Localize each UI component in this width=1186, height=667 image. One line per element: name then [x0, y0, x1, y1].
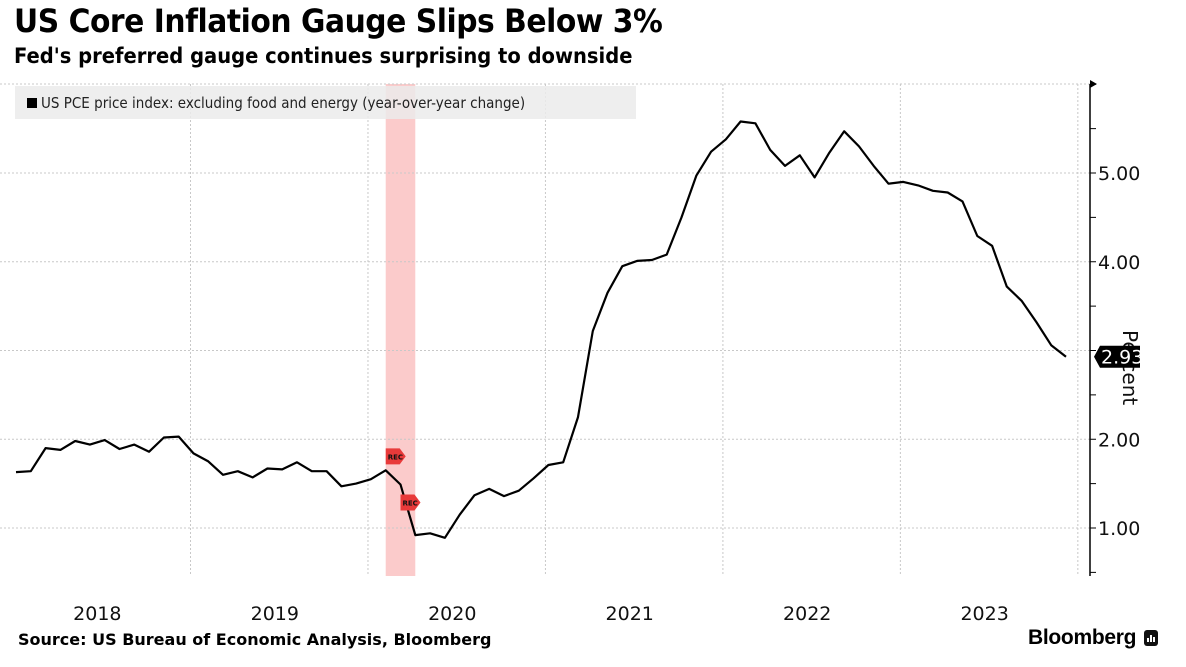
y-tick-label: 4.00 [1098, 252, 1140, 274]
x-tick-label: 2019 [251, 603, 299, 625]
recession-band [385, 84, 416, 576]
recession-flag [400, 494, 421, 511]
x-tick-label: 2021 [606, 603, 654, 625]
y-tick-label: 5.00 [1098, 163, 1140, 185]
chart-title: US Core Inflation Gauge Slips Below 3% [14, 2, 663, 40]
legend-label: US PCE price index: excluding food and e… [41, 93, 526, 112]
series-line-core-pce [15, 120, 1067, 539]
x-tick-label: 2022 [783, 603, 831, 625]
legend: US PCE price index: excluding food and e… [15, 86, 636, 119]
x-tick-label: 2020 [428, 603, 476, 625]
legend-swatch [27, 97, 37, 108]
last-value-badge [1094, 345, 1140, 368]
bloomberg-chart-icon [1144, 630, 1159, 646]
x-tick-label: 2018 [73, 603, 121, 625]
last-value-label: 2.93 [1101, 347, 1143, 369]
source-note: Source: US Bureau of Economic Analysis, … [18, 630, 492, 649]
x-tick-label: 2023 [960, 603, 1008, 625]
y-tick-label: 1.00 [1098, 518, 1140, 540]
brand-name: Bloomberg [1028, 626, 1137, 649]
y-tick-label: 2.00 [1098, 429, 1140, 451]
recession-flag-label: REC [403, 500, 418, 508]
recession-flag [385, 448, 406, 465]
recession-flag-label: REC [388, 453, 403, 461]
bloomberg-logo: Bloomberg [1028, 626, 1159, 650]
chart-subtitle: Fed's preferred gauge continues surprisi… [14, 44, 633, 68]
